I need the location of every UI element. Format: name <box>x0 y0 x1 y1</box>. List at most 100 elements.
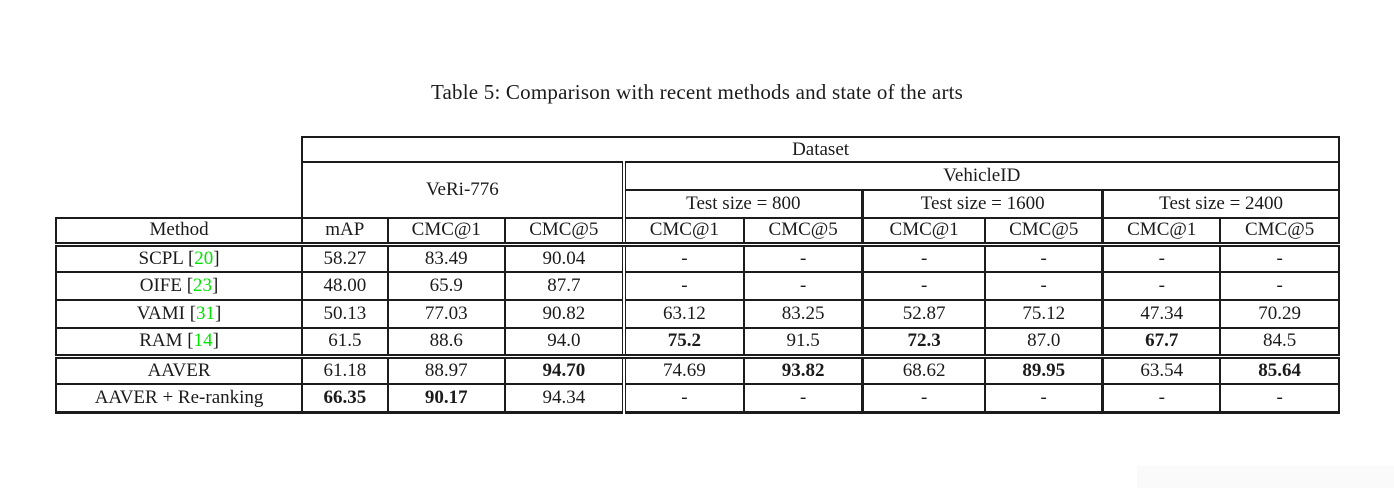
value-cell: 77.03 <box>386 299 507 329</box>
value-cell: - <box>984 271 1104 301</box>
method-name: AAVER + Re-ranking <box>94 386 264 408</box>
column-header-cmc1-2400: CMC@1 <box>1101 217 1222 247</box>
faint-overlay-artifact <box>1137 466 1394 488</box>
value-cell: 89.95 <box>984 355 1104 385</box>
value-cell: 94.34 <box>504 383 625 414</box>
method-name-suffix: ] <box>215 303 222 324</box>
column-header-cmc5-veri: CMC@5 <box>504 217 625 247</box>
value-cell: 58.27 <box>301 243 389 273</box>
value-cell: - <box>1101 243 1222 273</box>
method-cell: AAVER + Re-ranking <box>54 383 304 414</box>
value-cell: 90.82 <box>504 299 625 329</box>
value-cell: - <box>743 243 864 273</box>
method-name: VAMI [ <box>136 303 197 324</box>
vehicleid-header: VehicleID <box>621 161 1341 191</box>
table-row-datasets: VeRi-776 VehicleID <box>56 161 1341 219</box>
value-cell: 61.18 <box>301 355 389 385</box>
value-cell: 94.70 <box>504 355 625 385</box>
value-cell: 75.12 <box>984 299 1104 329</box>
value-cell: - <box>861 271 987 301</box>
value-cell: - <box>621 243 746 273</box>
test-size-2400-header: Test size = 2400 <box>1101 189 1341 219</box>
table-row-aaver-reranking: AAVER + Re-ranking 66.35 90.17 94.34 - -… <box>54 383 1340 414</box>
method-name: SCPL [ <box>138 247 195 269</box>
value-cell: 88.6 <box>386 327 507 359</box>
empty-corner-cell <box>56 137 302 218</box>
value-cell: 91.5 <box>743 327 864 359</box>
value-cell: 94.0 <box>504 327 625 359</box>
value-cell: 83.25 <box>743 299 864 329</box>
table-row-dataset: Dataset <box>56 136 1340 163</box>
value-cell: - <box>984 243 1104 273</box>
column-header-cmc1-1600: CMC@1 <box>861 217 987 247</box>
citation-link[interactable]: 31 <box>196 303 216 324</box>
value-cell: - <box>621 383 746 414</box>
method-name: AAVER <box>147 359 211 381</box>
method-cell: OIFE [23] <box>54 271 304 301</box>
value-cell: 66.35 <box>301 383 389 414</box>
value-cell: 90.17 <box>386 383 507 414</box>
table-row-vami: VAMI [31] 50.13 77.03 90.82 63.12 83.25 … <box>54 299 1340 329</box>
value-cell: 87.0 <box>984 327 1104 359</box>
method-cell: VAMI [31] <box>54 299 304 329</box>
value-cell: 87.7 <box>504 271 625 301</box>
table-caption: Table 5: Comparison with recent methods … <box>430 80 964 104</box>
value-cell: 68.62 <box>861 355 987 385</box>
method-cell: AAVER <box>54 355 304 385</box>
table-row-scpl: SCPL [20] 58.27 83.49 90.04 - - - - - - <box>54 243 1340 273</box>
citation-link[interactable]: 20 <box>194 247 214 269</box>
value-cell: 75.2 <box>621 327 746 359</box>
value-cell: 63.12 <box>621 299 746 329</box>
citation-link[interactable]: 23 <box>193 275 213 296</box>
value-cell: 50.13 <box>301 299 389 329</box>
value-cell: 74.69 <box>621 355 746 385</box>
value-cell: 61.5 <box>301 327 389 359</box>
method-name: OIFE [ <box>139 275 194 296</box>
value-cell: 72.3 <box>861 327 987 359</box>
value-cell: 85.64 <box>1219 355 1340 385</box>
value-cell: 67.7 <box>1101 327 1222 359</box>
value-cell: - <box>743 271 864 301</box>
value-cell: 48.00 <box>301 271 389 301</box>
value-cell: - <box>743 383 864 414</box>
value-cell: 63.54 <box>1101 355 1222 385</box>
value-cell: - <box>1101 383 1222 414</box>
value-cell: - <box>1219 243 1340 273</box>
column-header-cmc5-800: CMC@5 <box>743 217 864 247</box>
method-cell: RAM [14] <box>54 327 304 359</box>
table-row-aaver: AAVER 61.18 88.97 94.70 74.69 93.82 68.6… <box>54 355 1340 385</box>
method-name-suffix: ] <box>213 247 220 269</box>
table-row-oife: OIFE [23] 48.00 65.9 87.7 - - - - - - <box>54 271 1340 301</box>
test-size-800-header: Test size = 800 <box>621 189 864 219</box>
column-header-cmc5-2400: CMC@5 <box>1219 217 1340 247</box>
column-header-map: mAP <box>301 217 389 247</box>
value-cell: 90.04 <box>504 243 625 273</box>
veri-776-header: VeRi-776 <box>301 161 625 219</box>
citation-link[interactable]: 14 <box>193 330 213 352</box>
method-name-suffix: ] <box>212 275 219 296</box>
value-cell: 88.97 <box>386 355 507 385</box>
value-cell: - <box>621 271 746 301</box>
value-cell: 70.29 <box>1219 299 1340 329</box>
method-name: RAM [ <box>139 330 194 352</box>
value-cell: 84.5 <box>1219 327 1340 359</box>
table-row-ram: RAM [14] 61.5 88.6 94.0 75.2 91.5 72.3 8… <box>54 327 1340 359</box>
results-table: Dataset VeRi-776 VehicleID Test size = 8… <box>54 136 1341 414</box>
value-cell: - <box>1219 271 1340 301</box>
value-cell: 83.49 <box>386 243 507 273</box>
value-cell: - <box>984 383 1104 414</box>
value-cell: 65.9 <box>386 271 507 301</box>
dataset-header: Dataset <box>301 136 1340 163</box>
test-size-1600-header: Test size = 1600 <box>861 189 1104 219</box>
table-row-column-headers: Method mAP CMC@1 CMC@5 CMC@1 CMC@5 CMC@1… <box>54 217 1340 247</box>
value-cell: - <box>1219 383 1340 414</box>
value-cell: - <box>1101 271 1222 301</box>
value-cell: 52.87 <box>861 299 987 329</box>
column-header-cmc1-veri: CMC@1 <box>386 217 507 247</box>
value-cell: 93.82 <box>743 355 864 385</box>
value-cell: - <box>861 243 987 273</box>
column-header-cmc5-1600: CMC@5 <box>984 217 1104 247</box>
method-cell: SCPL [20] <box>54 243 304 273</box>
method-name-suffix: ] <box>212 330 219 352</box>
column-header-method: Method <box>54 217 304 247</box>
